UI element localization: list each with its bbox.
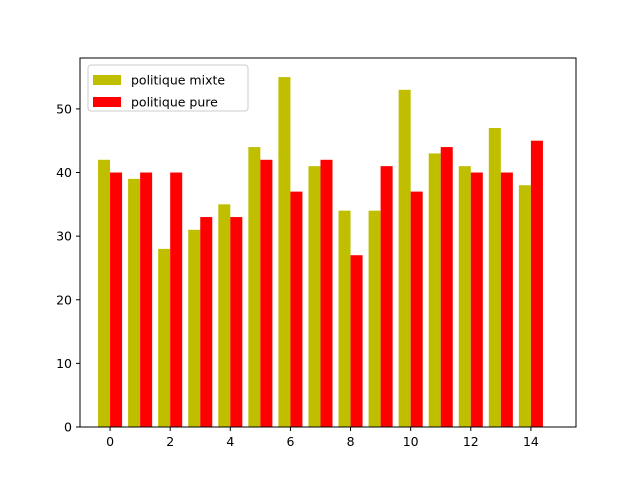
bar-mixte-12 <box>458 166 471 428</box>
bar-pure-2 <box>170 172 183 427</box>
axes-layer: 0 2 4 6 8 10 12 14 0 10 20 30 40 50 <box>56 57 577 449</box>
bar-mixte-6 <box>278 77 291 427</box>
y-tick-label: 30 <box>56 229 72 244</box>
legend-label-0: politique mixte <box>131 73 225 88</box>
bar-mixte-1 <box>128 178 141 427</box>
bar-mixte-13 <box>488 127 501 427</box>
bar-pure-9 <box>380 166 393 428</box>
bar-pure-13 <box>500 172 513 427</box>
bar-pure-0 <box>110 172 123 427</box>
bar-pure-11 <box>440 147 453 427</box>
bar-mixte-8 <box>338 210 351 427</box>
bar-mixte-2 <box>158 248 171 427</box>
y-tick-label: 0 <box>64 420 72 435</box>
legend-frame <box>87 64 249 112</box>
bar-mixte-7 <box>308 166 321 428</box>
bar-pure-4 <box>230 217 243 427</box>
legend-swatch-1 <box>93 97 121 107</box>
x-tick-label: 0 <box>106 434 114 449</box>
bar-pure-6 <box>290 191 303 427</box>
x-tick-label: 12 <box>463 434 479 449</box>
bar-mixte-5 <box>248 147 261 427</box>
bar-mixte-11 <box>428 153 441 427</box>
x-tick-label: 8 <box>347 434 355 449</box>
bar-mixte-9 <box>368 210 381 427</box>
x-tick-label: 4 <box>226 434 234 449</box>
y-tick-label: 40 <box>56 165 72 180</box>
bar-mixte-4 <box>218 204 231 427</box>
bar-mixte-10 <box>398 89 411 427</box>
x-tick-label: 2 <box>166 434 174 449</box>
bar-pure-8 <box>350 255 363 427</box>
bar-mixte-3 <box>188 229 201 427</box>
legend-swatch-0 <box>93 75 121 85</box>
bar-mixte-0 <box>98 159 111 428</box>
bar-pure-7 <box>320 159 333 428</box>
bar-pure-1 <box>140 172 153 427</box>
legend-label-1: politique pure <box>131 95 218 110</box>
bar-pure-5 <box>260 159 273 428</box>
y-tick-label: 10 <box>56 356 72 371</box>
y-tick-label: 50 <box>56 101 72 116</box>
x-tick-label: 6 <box>286 434 294 449</box>
y-tick-label: 20 <box>56 292 72 307</box>
bar-pure-14 <box>530 140 543 427</box>
bar-pure-10 <box>410 191 423 427</box>
plot-frame <box>79 57 577 428</box>
bar-pure-12 <box>470 172 483 427</box>
bar-pure-3 <box>200 217 213 427</box>
x-tick-label: 14 <box>523 434 539 449</box>
bar-mixte-14 <box>518 185 531 427</box>
bars-layer <box>98 77 543 428</box>
x-tick-label: 10 <box>403 434 419 449</box>
legend: politique mixte politique pure <box>87 64 249 112</box>
